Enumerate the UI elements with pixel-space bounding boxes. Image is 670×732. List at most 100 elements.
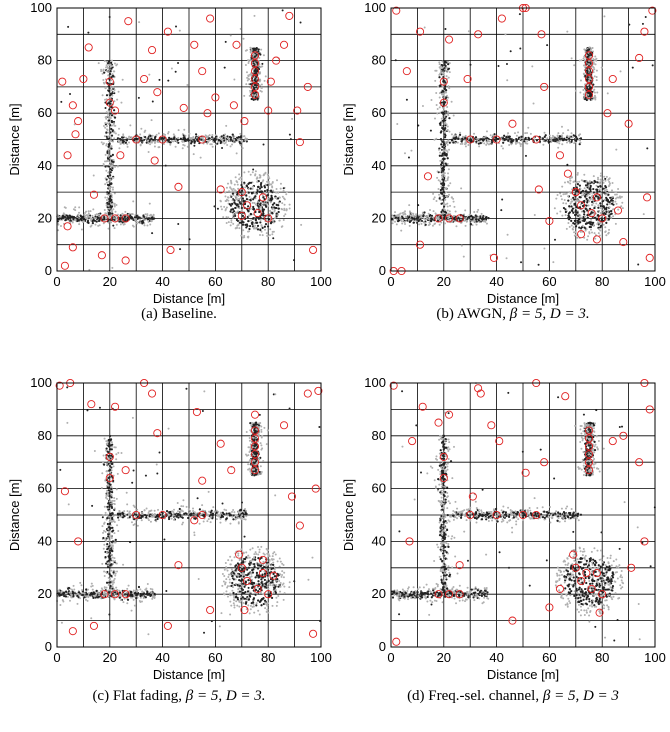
light-point [92, 174, 95, 177]
light-point [248, 230, 251, 233]
light-point [143, 219, 146, 222]
light-point [436, 108, 439, 111]
light-point [108, 176, 111, 179]
light-point [226, 144, 229, 147]
y-tick-label: 100 [364, 0, 386, 15]
light-point [227, 138, 230, 141]
light-point [144, 588, 147, 591]
light-point [73, 593, 76, 596]
dark-point [172, 137, 176, 140]
y-tick-label: 40 [38, 158, 52, 173]
light-point [473, 132, 476, 135]
light-point [283, 214, 286, 217]
light-point [110, 221, 113, 224]
dark-point [64, 595, 67, 598]
light-point [612, 215, 615, 218]
dark-point [236, 136, 239, 139]
light-point [232, 141, 235, 144]
light-point [418, 214, 421, 217]
dark-point [216, 142, 219, 145]
dark-point [277, 204, 280, 207]
light-point [241, 135, 244, 138]
dark-point [245, 198, 249, 201]
red-circle-marker [158, 135, 167, 144]
dark-point [410, 216, 413, 219]
light-point [570, 132, 573, 135]
light-point [105, 142, 108, 145]
dark-point [130, 215, 133, 219]
dark-point [108, 442, 111, 445]
dark-point [238, 140, 241, 144]
light-point [277, 191, 280, 194]
dark-point [444, 64, 447, 68]
dark-point [110, 206, 113, 209]
light-point [224, 138, 227, 141]
light-point [485, 143, 488, 146]
dark-point [141, 222, 144, 225]
light-point [447, 76, 450, 79]
stray-point [112, 224, 115, 227]
dark-point [588, 225, 591, 229]
light-point [119, 143, 122, 146]
light-point [446, 205, 449, 208]
dark-point [479, 142, 482, 145]
light-point [229, 224, 232, 227]
light-point [91, 214, 94, 217]
light-point [238, 173, 241, 176]
light-point [565, 202, 568, 205]
light-point [115, 458, 118, 461]
dark-point [256, 224, 260, 227]
light-point [202, 138, 205, 141]
light-point [489, 134, 492, 137]
light-point [128, 135, 131, 138]
light-point [174, 139, 177, 142]
light-point [231, 199, 234, 202]
light-point [452, 197, 455, 200]
dark-point [504, 138, 507, 141]
dark-point [266, 225, 270, 228]
dark-point [249, 181, 253, 184]
stray-point [253, 14, 256, 17]
light-point [220, 208, 223, 211]
dark-point [263, 197, 266, 201]
red-circle-marker [608, 74, 617, 84]
stray-point [69, 93, 72, 96]
light-point [146, 139, 149, 142]
light-point [103, 592, 106, 595]
light-point [225, 216, 228, 219]
light-point [85, 210, 88, 213]
red-circle-marker [563, 169, 572, 178]
light-point [564, 192, 567, 195]
light-point [476, 210, 479, 213]
dark-point [594, 180, 597, 183]
red-circle-marker [121, 256, 130, 265]
light-point [236, 183, 239, 186]
red-circle-marker [198, 135, 207, 144]
light-point [111, 165, 114, 168]
light-point [448, 193, 451, 196]
light-point [116, 63, 119, 66]
dark-point [253, 55, 257, 58]
light-point [151, 597, 154, 600]
light-point [113, 89, 116, 92]
light-point [500, 145, 503, 148]
dark-point [443, 205, 446, 208]
light-point [441, 60, 444, 63]
light-point [587, 235, 590, 238]
light-point [284, 213, 287, 216]
dark-point [118, 596, 121, 599]
light-point [247, 214, 250, 217]
light-point [105, 144, 108, 147]
stray-point [615, 148, 618, 151]
dark-point [110, 182, 113, 185]
light-point [162, 140, 165, 143]
y-tick-label: 80 [38, 53, 52, 68]
dark-point [582, 209, 585, 213]
dark-point [585, 204, 588, 207]
light-point [110, 79, 113, 82]
light-point [131, 224, 134, 227]
light-point [556, 193, 559, 196]
light-point [103, 543, 106, 546]
y-axis-label: Distance [m] [7, 103, 22, 175]
light-point [272, 189, 275, 192]
